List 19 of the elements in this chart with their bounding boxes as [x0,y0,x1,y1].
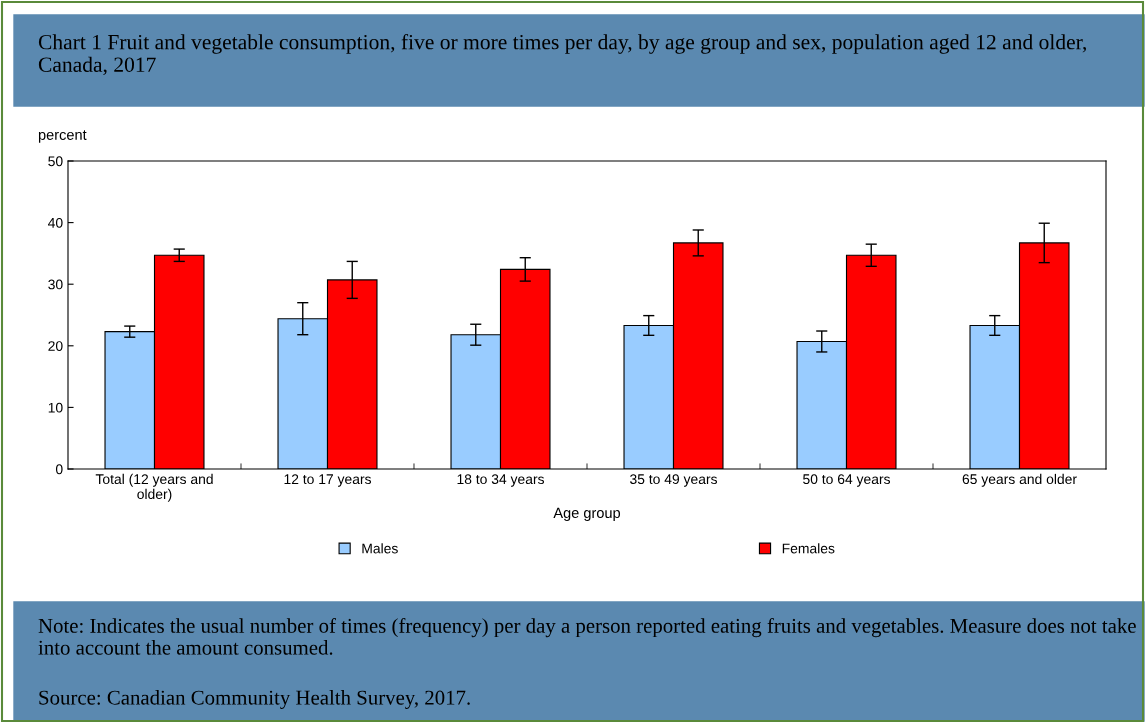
x-tick-label: 12 to 17 years [284,474,372,487]
text: Note: Indicates the usual number of times (frequency) per day a person reported eating fruits and vegetables. Measure does not take into account the amount consumed. [38,618,1136,655]
x-tick-label: 18 to 34 years [457,474,545,487]
legend-label: Males [362,543,398,554]
source-note: Source: Canadian Community Health Survey, 2017. [39,690,470,709]
y-tick-label: 0 [55,464,63,475]
y-tick-label: 40 [48,217,63,228]
chart-title: Chart 1 Fruit and vegetable consumption, five or more times per day, by age group and sex, population aged 12 and older, Canada, 2017 [38,34,1086,76]
y-tick-label: 30 [48,279,63,290]
legend-label: Females [782,543,835,554]
y-tick-label: 50 [48,156,63,167]
x-axis-title: Age group [553,507,621,521]
y-tick-label: 20 [48,341,63,351]
x-tick-label: Total (12 years and older) [95,473,213,502]
x-tick-label: 50 to 64 years [803,474,891,487]
y-axis-title: percent [38,130,87,143]
x-tick-label: 35 to 49 years [630,474,718,487]
x-tick-label: 65 years and older [962,473,1077,487]
y-tick-label: 10 [48,402,63,413]
